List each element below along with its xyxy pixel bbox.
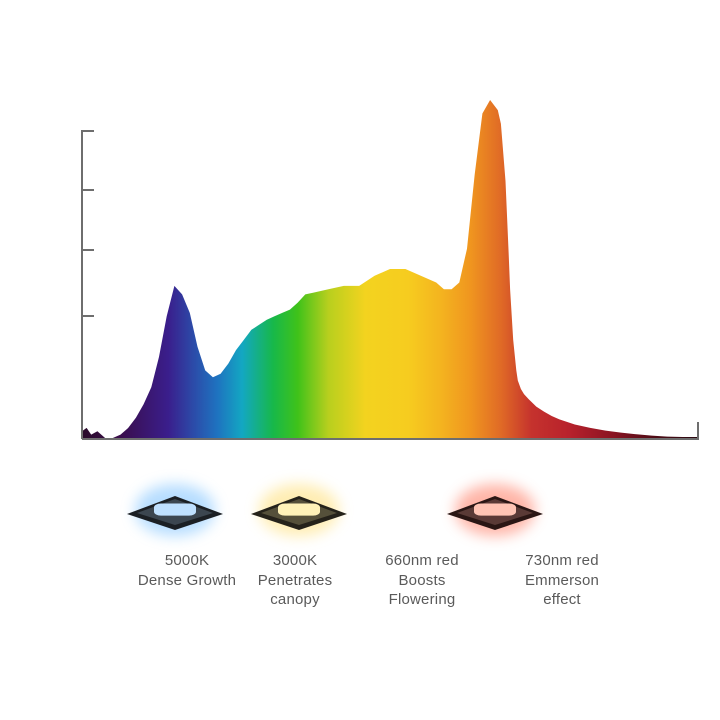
label-line: 3000K — [272, 552, 318, 569]
led-emitter — [474, 503, 516, 516]
label-line: Emmerson — [524, 571, 600, 589]
label-line: canopy — [270, 591, 320, 608]
label-line: Flowering — [388, 591, 456, 608]
label-line: 660nm red — [385, 552, 459, 569]
label-line: effect — [543, 591, 581, 608]
label-730nm: 730nm red Emmerson effect — [492, 551, 632, 610]
axes — [81, 130, 699, 440]
label-5000k: 5000K Dense Growth — [117, 551, 257, 590]
led-chip-5000k — [127, 484, 223, 536]
label-660nm: 660nm red Boosts Flowering — [352, 551, 492, 610]
spectrum-area — [82, 100, 698, 438]
label-line: 730nm red — [525, 552, 599, 569]
label-line: Penetrates — [257, 571, 333, 589]
plot-area — [82, 100, 698, 438]
label-line: 5000K — [164, 552, 210, 569]
label-line: Boosts — [398, 571, 446, 589]
label-line: Dense Growth — [137, 571, 237, 589]
label-3000k: 3000K Penetrates canopy — [225, 551, 365, 610]
led-chip-660nm — [447, 484, 543, 536]
led-emitter — [154, 503, 196, 516]
led-chip-3000k — [251, 484, 347, 536]
led-emitter — [278, 503, 320, 516]
